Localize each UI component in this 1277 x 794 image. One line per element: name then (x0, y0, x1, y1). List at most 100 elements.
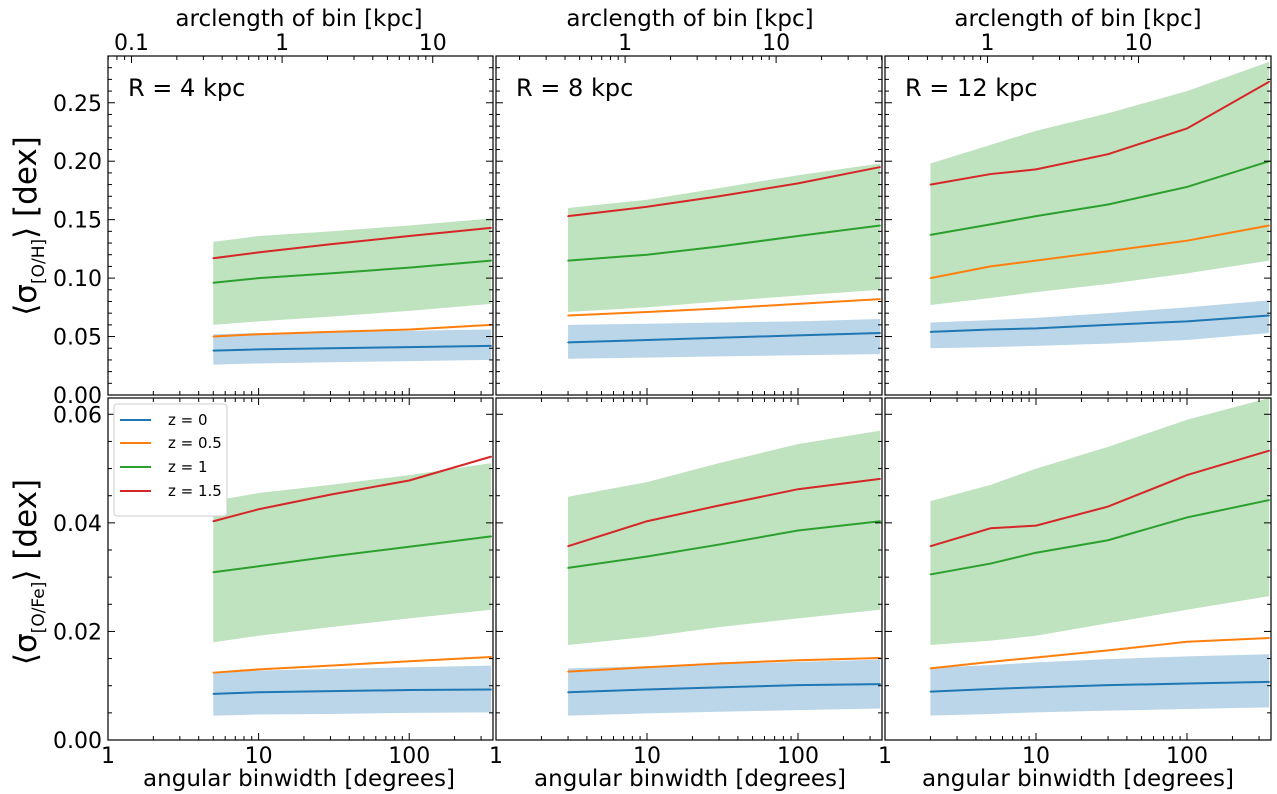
data-point-z0 (1035, 686, 1037, 689)
top-tick-label: 1 (275, 31, 289, 56)
legend-label-z1: z = 1 (168, 458, 208, 476)
data-point-z0 (490, 345, 492, 347)
data-point-z15 (1107, 153, 1109, 155)
data-point-z05 (646, 311, 648, 313)
series-line-z1 (930, 160, 1270, 236)
series-line-z05 (930, 636, 1270, 670)
top-axis-label-1: arclength of bin [kpc] (175, 6, 422, 32)
data-point-z05 (408, 660, 411, 663)
data-point-z15 (329, 243, 332, 246)
data-point-z05 (567, 314, 569, 317)
data-point-z15 (329, 493, 332, 496)
data-point-z15 (797, 488, 799, 491)
data-point-z1 (1107, 539, 1109, 542)
data-point-z1 (929, 234, 932, 236)
data-point-z05 (1186, 239, 1188, 242)
ylabel-row2: ⟨σ[O/Fe]⟩ [dex] (8, 479, 49, 665)
band-z1 (930, 61, 1270, 305)
y-tick-label: 0.04 (53, 512, 102, 537)
ylabel-row1: ⟨σ[O/H]⟩ [dex] (8, 136, 49, 316)
x-tick-label: 100 (388, 744, 430, 769)
data-point-z1 (257, 565, 260, 568)
data-point-z1 (1186, 516, 1188, 519)
data-point-z15 (718, 195, 720, 198)
bottom-axis-label-1: angular binwidth [degrees] (143, 766, 455, 792)
data-point-z0 (797, 684, 799, 686)
top-tick-label: 10 (762, 31, 790, 56)
data-point-z0 (929, 690, 932, 693)
legend-label-z05: z = 0.5 (168, 434, 222, 452)
data-point-z05 (567, 670, 569, 673)
data-point-z1 (212, 571, 215, 574)
data-point-z05 (1035, 259, 1037, 262)
y-tick-label: 0.10 (53, 267, 102, 292)
band-z1 (930, 398, 1270, 645)
series-line-z15 (930, 449, 1270, 548)
series-line-z1 (930, 499, 1270, 576)
data-point-z1 (1035, 215, 1037, 217)
axes-frame (107, 397, 494, 741)
data-point-z0 (257, 691, 260, 694)
data-point-z05 (1107, 250, 1109, 253)
y-tick-label: 0.20 (53, 150, 102, 175)
panel-title: R = 8 kpc (516, 74, 633, 102)
data-point-z15 (929, 183, 932, 186)
data-point-z05 (929, 277, 932, 279)
panel-r12-oh: 1 10 R = 12 kpc (884, 31, 1272, 396)
series-line-z0 (930, 680, 1270, 693)
panel-r4-oh: 0.00 0.05 0.10 0.15 0.20 0.25 0.1 1 10 R = 4 kpc (53, 31, 494, 409)
y-tick-label: 0.06 (53, 403, 102, 428)
y-tick-label: 0.00 (53, 729, 102, 754)
data-point-z1 (408, 266, 411, 269)
data-point-z0 (989, 328, 992, 331)
panel-title: R = 4 kpc (128, 74, 245, 102)
data-point-z15 (408, 479, 411, 482)
data-point-z05 (1186, 640, 1188, 643)
x-tick-label: 10 (633, 744, 661, 769)
data-point-z05 (212, 671, 215, 674)
data-point-z1 (567, 259, 569, 262)
data-point-z15 (490, 455, 492, 458)
bottom-axis-label-2: angular binwidth [degrees] (534, 766, 846, 792)
data-point-z05 (879, 298, 881, 300)
axes-frame (107, 55, 494, 396)
data-point-z15 (408, 235, 411, 237)
data-point-z0 (567, 691, 569, 694)
data-point-z1 (929, 573, 932, 576)
data-point-z0 (879, 683, 881, 685)
data-point-z15 (212, 257, 215, 260)
data-point-z0 (1035, 327, 1037, 330)
band-z1 (568, 430, 881, 645)
axes-frame (884, 397, 1272, 741)
y-tick-label: 0.25 (53, 92, 102, 117)
y-tick-label: 0.00 (53, 384, 102, 409)
data-point-z15 (1107, 505, 1109, 508)
panel-r8-oh: 1 10 R = 8 kpc (495, 31, 883, 396)
data-point-z05 (1268, 224, 1270, 227)
x-tick-label: 1 (878, 744, 892, 769)
data-point-z1 (879, 224, 881, 227)
legend-label-z0: z = 0 (168, 411, 208, 429)
data-point-z05 (257, 333, 260, 336)
data-point-z05 (718, 662, 720, 665)
band-z1 (213, 463, 492, 643)
data-point-z15 (1186, 127, 1188, 130)
data-point-z05 (212, 335, 215, 338)
top-tick-label: 10 (1125, 31, 1153, 56)
data-point-z0 (212, 693, 215, 695)
data-point-z15 (257, 251, 260, 254)
x-tick-label: 100 (777, 744, 819, 769)
top-axis-label-2: arclength of bin [kpc] (566, 6, 813, 32)
data-point-z1 (879, 520, 881, 523)
data-point-z0 (408, 346, 411, 348)
data-point-z05 (989, 661, 992, 663)
top-tick-label: 10 (419, 31, 447, 56)
data-point-z0 (212, 349, 215, 352)
data-point-z0 (408, 689, 411, 691)
data-point-z15 (567, 545, 569, 547)
data-point-z0 (718, 686, 720, 689)
top-tick-label: 0.1 (114, 31, 149, 56)
panel-title: R = 12 kpc (905, 74, 1038, 102)
data-point-z05 (408, 328, 411, 331)
